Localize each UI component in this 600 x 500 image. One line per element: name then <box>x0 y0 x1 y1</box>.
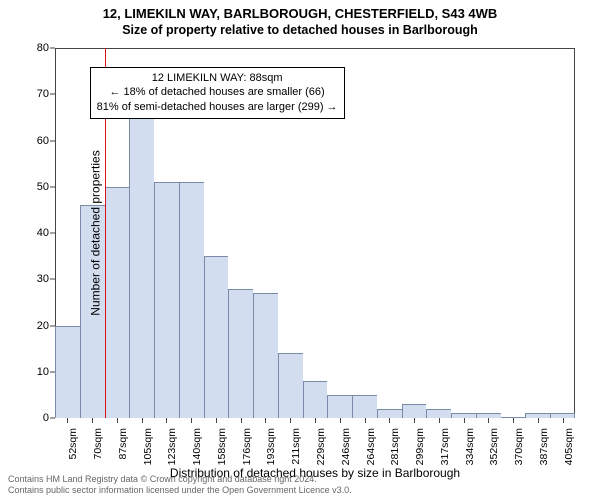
x-tick-label: 352sqm <box>488 428 500 472</box>
histogram-bar <box>204 256 229 418</box>
x-tick-mark <box>315 418 316 423</box>
x-tick-mark <box>563 418 564 423</box>
footer-line: Contains HM Land Registry data © Crown c… <box>8 474 352 485</box>
y-tick-label: 60 <box>37 135 49 147</box>
annotation-line: 12 LIMEKILN WAY: 88sqm <box>97 71 338 86</box>
page-title: 12, LIMEKILN WAY, BARLBOROUGH, CHESTERFI… <box>0 6 600 21</box>
x-tick-label: 70sqm <box>92 428 104 472</box>
x-tick-mark <box>538 418 539 423</box>
x-tick-mark <box>191 418 192 423</box>
x-tick-label: 334sqm <box>464 428 476 472</box>
y-axis-label: Number of detached properties <box>89 150 103 315</box>
page-subtitle: Size of property relative to detached ho… <box>0 23 600 37</box>
histogram-bar <box>426 409 451 418</box>
histogram-bar <box>154 182 179 418</box>
attribution-footer: Contains HM Land Registry data © Crown c… <box>8 474 352 496</box>
y-tick-mark <box>50 325 55 326</box>
x-tick-mark <box>265 418 266 423</box>
annotation-line: 81% of semi-detached houses are larger (… <box>97 100 338 115</box>
x-tick-label: 387sqm <box>538 428 550 472</box>
histogram-bar <box>105 187 130 418</box>
histogram-bar <box>402 404 427 418</box>
x-tick-mark <box>488 418 489 423</box>
histogram-bar <box>377 409 402 418</box>
x-tick-mark <box>117 418 118 423</box>
histogram-bar <box>253 293 278 418</box>
histogram-bar <box>179 182 204 418</box>
x-tick-mark <box>216 418 217 423</box>
y-tick-label: 30 <box>37 273 49 285</box>
y-tick-mark <box>50 418 55 419</box>
y-tick-label: 40 <box>37 227 49 239</box>
histogram-bar <box>278 353 303 418</box>
histogram-chart: 01020304050607080 52sqm70sqm87sqm105sqm1… <box>55 48 575 418</box>
y-tick-mark <box>50 94 55 95</box>
x-tick-mark <box>340 418 341 423</box>
y-tick-mark <box>50 48 55 49</box>
x-tick-mark <box>241 418 242 423</box>
x-tick-mark <box>513 418 514 423</box>
x-tick-mark <box>67 418 68 423</box>
x-tick-mark <box>439 418 440 423</box>
y-tick-label: 70 <box>37 88 49 100</box>
y-tick-label: 0 <box>43 412 49 424</box>
histogram-bar <box>352 395 377 418</box>
histogram-bar <box>303 381 328 418</box>
histogram-bar <box>327 395 352 418</box>
x-tick-mark <box>414 418 415 423</box>
footer-line: Contains public sector information licen… <box>8 485 352 496</box>
y-tick-mark <box>50 140 55 141</box>
histogram-bar <box>55 326 80 419</box>
y-tick-label: 20 <box>37 320 49 332</box>
y-tick-mark <box>50 279 55 280</box>
x-tick-label: 370sqm <box>513 428 525 472</box>
x-tick-mark <box>142 418 143 423</box>
y-tick-label: 50 <box>37 181 49 193</box>
x-tick-mark <box>389 418 390 423</box>
x-tick-mark <box>365 418 366 423</box>
y-tick-mark <box>50 186 55 187</box>
x-tick-label: 405sqm <box>563 428 575 472</box>
y-tick-label: 10 <box>37 366 49 378</box>
annotation-line: ← 18% of detached houses are smaller (66… <box>97 85 338 100</box>
y-tick-label: 80 <box>37 42 49 54</box>
histogram-bar <box>228 289 253 419</box>
x-tick-mark <box>92 418 93 423</box>
x-tick-label: 87sqm <box>117 428 129 472</box>
histogram-bar <box>129 108 154 418</box>
x-tick-mark <box>464 418 465 423</box>
x-tick-mark <box>290 418 291 423</box>
y-tick-mark <box>50 233 55 234</box>
y-tick-mark <box>50 371 55 372</box>
annotation-box: 12 LIMEKILN WAY: 88sqm ← 18% of detached… <box>90 67 345 120</box>
x-tick-label: 52sqm <box>67 428 79 472</box>
x-tick-mark <box>166 418 167 423</box>
x-tick-label: 105sqm <box>142 428 154 472</box>
